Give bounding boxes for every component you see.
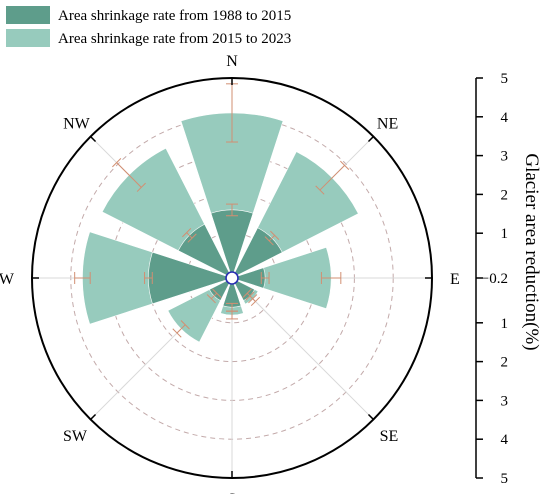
error-cap-1-NW-lo [187,233,197,243]
radial-axis-title: Glacier area reduction(%) [521,153,542,350]
radial-tick-label-3: 2 [501,187,509,203]
error-cap-2-SW-hi [172,328,182,338]
error-bar-1-SW [210,292,218,300]
radial-tick-label-0: 5 [501,71,509,87]
direction-label-NE: NE [377,115,398,132]
direction-label-S: S [228,491,237,494]
error-bar-1-NE [268,234,276,242]
error-cap-2-NE-hi [340,160,350,170]
radial-tick-label-7: 2 [501,355,509,371]
legend-label-2: Area shrinkage rate from 2015 to 2023 [58,31,291,47]
error-bar-1-NW [186,232,193,239]
direction-label-E: E [450,271,460,288]
error-bar-2-NW [116,162,142,188]
error-cap-1-SE-lo [242,288,252,298]
outer-tick-SE [367,413,374,420]
radial-axis: 5 4 3 2 1 −0.2 1 2 3 4 5 Glacier area reduction(%) [475,71,542,487]
radial-tick-label-1: 4 [501,110,509,126]
error-cap-1-NE-lo [264,236,274,246]
radial-tick-label-10: 5 [501,471,509,487]
error-cap-2-SE-hi [250,296,261,307]
direction-label-SW: SW [63,428,88,445]
error-cap-2-NW-lo [136,182,146,192]
radial-tick-label-8: 3 [501,393,509,409]
outer-frame [31,77,433,479]
error-bar-2-SW [176,324,186,334]
error-cap-1-SW-lo [212,288,222,298]
outer-tick-SW [90,413,97,420]
legend: Area shrinkage rate from 1988 to 2015 Are… [6,6,291,47]
bar-series [82,112,359,343]
error-cap-1-SW-hi [206,294,216,304]
error-cap-1-NW-hi [182,228,192,238]
legend-label-1: Area shrinkage rate from 1988 to 2015 [58,8,291,24]
legend-swatch-1 [6,6,50,24]
error-cap-2-SW-lo [180,320,190,330]
outer-tick-NW [90,136,97,143]
direction-label-W: W [0,271,15,288]
outer-tick-NE [367,136,374,143]
radial-tick-label-6: 1 [501,316,509,332]
radial-tick-label-4: 1 [501,226,509,242]
radial-tick-label-5: −0.2 [481,271,508,287]
error-cap-2-NW-hi [112,158,122,168]
error-cap-2-SE-lo [245,291,255,301]
direction-label-N: N [226,53,238,70]
direction-label-NW: NW [63,115,91,132]
radial-tick-label-9: 4 [501,432,509,448]
legend-swatch-2 [6,29,50,47]
error-cap-2-NE-lo [315,185,325,195]
direction-label-SE: SE [380,428,399,445]
direction-labels: N NE E SE S SW W NW [0,53,460,494]
error-cap-1-NE-hi [270,230,280,240]
error-bar-2-SE [249,295,256,302]
plot-area: N NE E SE S SW W NW [0,53,460,494]
radial-tick-label-2: 3 [501,149,509,165]
error-bar-2-NE [319,165,345,191]
center-ring [225,271,239,285]
